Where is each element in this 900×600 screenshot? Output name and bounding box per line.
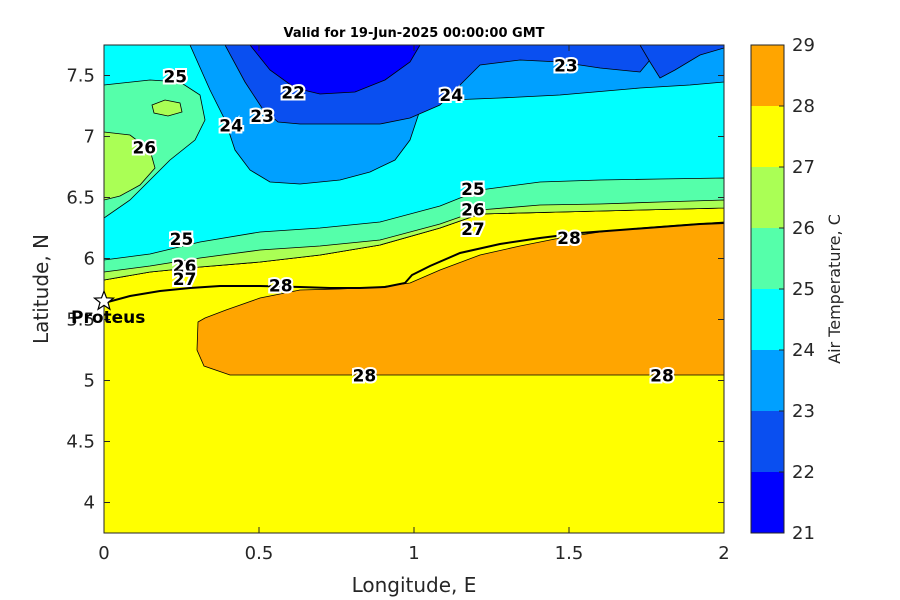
- contour-label: 26: [132, 138, 156, 158]
- colorbar-segment: [751, 106, 784, 167]
- contour-label: 24: [439, 86, 463, 106]
- colorbar-label: Air Temperature, C: [825, 214, 844, 364]
- coastline: [104, 222, 724, 304]
- contour-label: 23: [554, 57, 578, 77]
- contour-label: 24: [219, 117, 243, 137]
- colorbar-segment: [751, 289, 784, 350]
- station-label: Proteus: [71, 308, 145, 328]
- y-tick-label: 6.5: [66, 188, 95, 209]
- contour-label: 28: [557, 229, 581, 249]
- band-28: [196, 221, 724, 376]
- x-axis-label: Longitude, E: [352, 573, 477, 597]
- chart-title: Valid for 19-Jun-2025 00:00:00 GMT: [284, 26, 545, 41]
- y-axis: 4 4.5 5 5.5 6 6.5 7 7.5: [66, 66, 724, 514]
- x-tick-label: 2: [718, 543, 729, 564]
- colorbar-segment: [751, 167, 784, 228]
- x-tick-label: 0.5: [245, 543, 274, 564]
- contour-label: 27: [461, 220, 485, 240]
- x-tick-label: 0: [98, 543, 109, 564]
- contour-label: 27: [173, 270, 197, 290]
- y-tick-label: 4: [84, 493, 95, 514]
- colorbar-segment: [751, 472, 784, 533]
- y-tick-label: 7: [84, 127, 95, 148]
- colorbar-tick-label: 24: [792, 340, 815, 361]
- y-tick-label: 7.5: [66, 66, 95, 87]
- band-26-west: [104, 131, 156, 201]
- colorbar-tick-label: 27: [792, 157, 815, 178]
- y-tick-label: 6: [84, 249, 95, 270]
- band-21: [249, 45, 421, 95]
- colorbar-tick-label: 23: [792, 401, 815, 422]
- contour-label: 26: [173, 257, 197, 277]
- contour-label: 26: [461, 201, 485, 221]
- y-tick-label: 5: [84, 371, 95, 392]
- contour-label: 22: [281, 84, 305, 104]
- band-26-pocket: [151, 99, 183, 117]
- contour-label: 28: [353, 367, 377, 387]
- colorbar-tick-label: 22: [792, 462, 815, 483]
- contour-label: 25: [163, 68, 187, 88]
- colorbar: 21 22 23 24 25 26 27 28 29: [750, 35, 815, 544]
- x-tick-label: 1: [408, 543, 419, 564]
- y-tick-label: 5.5: [66, 310, 95, 331]
- colorbar-tick-label: 28: [792, 96, 815, 117]
- colorbar-tick-label: 25: [792, 279, 815, 300]
- x-axis: 0 0.5 1 1.5 2: [98, 45, 730, 564]
- station-marker: Proteus: [71, 289, 145, 328]
- band-26: [104, 199, 724, 281]
- colorbar-tick-label: 26: [792, 218, 815, 239]
- colorbar-segment: [751, 411, 784, 472]
- x-tick-label: 1.5: [555, 543, 584, 564]
- station-star-icon: [92, 289, 116, 311]
- colorbar-segment: [751, 228, 784, 289]
- y-tick-label: 4.5: [66, 432, 95, 453]
- contour-label: 25: [461, 180, 485, 200]
- plot-area: [104, 45, 724, 533]
- contour-label: 28: [269, 276, 293, 296]
- contour-label: 23: [250, 107, 274, 127]
- y-axis-label: Latitude, N: [29, 234, 53, 344]
- band-23-east: [639, 45, 724, 79]
- contour-label: 28: [650, 367, 674, 387]
- colorbar-segment: [751, 45, 784, 106]
- contour-label: 25: [170, 230, 194, 250]
- colorbar-segment: [751, 350, 784, 411]
- colorbar-tick-label: 29: [792, 35, 815, 56]
- colorbar-tick-label: 21: [792, 523, 815, 544]
